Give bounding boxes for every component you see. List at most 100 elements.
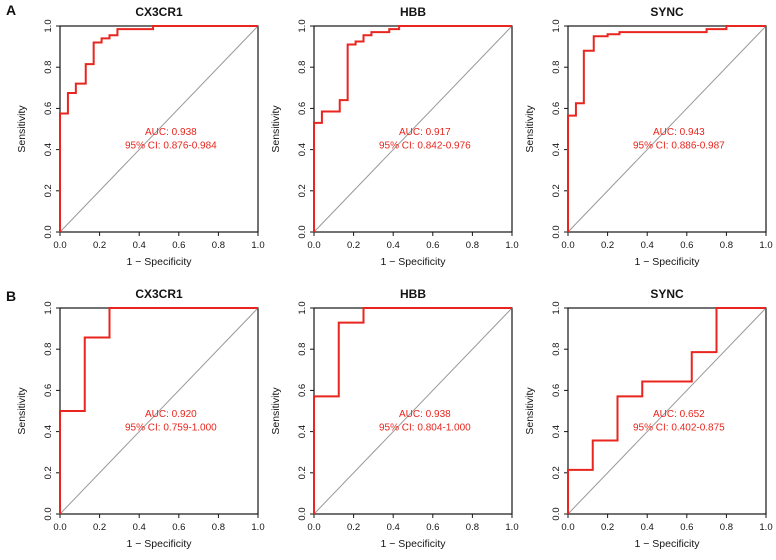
ci-annotation: 95% CI: 0.876-0.984: [125, 141, 217, 152]
roc-panel-a-cx3cr1: CX3CR1 0.0 0.2 0.4 0.6 0.8 1.0 0.0 0.2 0.4 0.6 0.8 1…: [14, 2, 268, 278]
roc-curve-line: [313, 25, 512, 232]
y-tick-label: 0.6: [297, 102, 308, 115]
y-tick-label: 0.0: [297, 225, 308, 238]
chart-title: HBB: [400, 5, 426, 19]
roc-panel-a-hbb: HBB 0.0 0.2 0.4 0.6 0.8 1.0 0.0 0.2 0.4 0.6 0.8 1.0 1…: [268, 2, 522, 278]
x-axis-label: 1 − Specificity: [634, 256, 700, 268]
y-tick-label: 0.6: [43, 102, 54, 115]
auc-annotation: AUC: 0.920: [145, 409, 197, 420]
roc-curve-line: [59, 307, 258, 514]
y-tick-label: 0.0: [43, 225, 54, 238]
y-tick-label: 0.4: [551, 143, 562, 156]
x-tick-label: 0.6: [680, 522, 693, 533]
x-tick-label: 0.4: [133, 522, 146, 533]
x-tick-label: 0.4: [641, 522, 654, 533]
chart-title: CX3CR1: [135, 287, 183, 301]
roc-plot-a-cx3cr1: CX3CR1 0.0 0.2 0.4 0.6 0.8 1.0 0.0 0.2 0.4 0.6 0.8 1…: [16, 5, 265, 268]
panel-label-a: A: [6, 2, 17, 18]
y-tick-label: 0.6: [551, 384, 562, 397]
roc-curve-line: [567, 307, 766, 514]
ci-annotation: 95% CI: 0.804-1.000: [379, 423, 471, 434]
y-tick-label: 0.2: [43, 466, 54, 479]
chance-diagonal-line: [59, 25, 259, 233]
y-tick-label: 0.2: [551, 184, 562, 197]
y-tick-label: 1.0: [43, 301, 54, 314]
x-tick-label: 1.0: [759, 522, 772, 533]
x-tick-label: 0.6: [172, 522, 185, 533]
chance-diagonal-line: [567, 25, 767, 233]
x-tick-label: 0.8: [466, 240, 479, 251]
y-tick-label: 1.0: [297, 19, 308, 32]
x-tick-label: 0.8: [720, 240, 733, 251]
x-tick-label: 0.0: [53, 522, 66, 533]
charts-grid: CX3CR1 0.0 0.2 0.4 0.6 0.8 1.0 0.0 0.2 0.4 0.6 0.8 1…: [14, 2, 776, 560]
x-tick-label: 0.8: [720, 522, 733, 533]
y-axis-label: Sensitivity: [270, 387, 282, 435]
x-tick-label: 0.2: [93, 240, 106, 251]
x-axis-label: 1 − Specificity: [634, 538, 700, 550]
y-axis-label: Sensitivity: [16, 105, 28, 153]
x-tick-label: 0.0: [53, 240, 66, 251]
chance-diagonal-line: [59, 307, 259, 515]
x-tick-label: 0.0: [307, 240, 320, 251]
x-tick-label: 0.4: [387, 522, 400, 533]
roc-panel-a-sync: SYNC 0.0 0.2 0.4 0.6 0.8 1.0 0.0 0.2 0.4 0.6 0.8 1.0…: [522, 2, 776, 278]
roc-plot-b-cx3cr1: CX3CR1 0.0 0.2 0.4 0.6 0.8 1.0 0.0 0.2 0.4 0.6 0.8 1…: [16, 287, 265, 550]
y-tick-label: 1.0: [551, 301, 562, 314]
x-tick-label: 0.2: [347, 522, 360, 533]
x-tick-label: 0.4: [133, 240, 146, 251]
y-tick-label: 0.4: [43, 425, 54, 438]
x-tick-label: 0.2: [347, 240, 360, 251]
y-tick-label: 0.2: [297, 184, 308, 197]
roc-curve-line: [313, 307, 512, 514]
x-axis-label: 1 − Specificity: [126, 256, 192, 268]
x-tick-label: 0.8: [466, 522, 479, 533]
y-tick-label: 0.6: [551, 102, 562, 115]
roc-plot-b-sync: SYNC 0.0 0.2 0.4 0.6 0.8 1.0 0.0 0.2 0.4 0.6 0.8 1.0…: [524, 287, 773, 550]
chance-diagonal-line: [567, 307, 767, 515]
y-tick-label: 0.4: [297, 425, 308, 438]
y-tick-label: 0.0: [43, 507, 54, 520]
x-tick-label: 1.0: [251, 240, 264, 251]
auc-annotation: AUC: 0.938: [399, 409, 451, 420]
x-axis-label: 1 − Specificity: [380, 538, 446, 550]
x-tick-label: 0.6: [680, 240, 693, 251]
x-tick-label: 1.0: [759, 240, 772, 251]
x-tick-label: 0.6: [426, 522, 439, 533]
x-tick-label: 0.0: [561, 522, 574, 533]
y-axis-label: Sensitivity: [524, 105, 536, 153]
roc-plot-a-sync: SYNC 0.0 0.2 0.4 0.6 0.8 1.0 0.0 0.2 0.4 0.6 0.8 1.0…: [524, 5, 773, 268]
y-tick-label: 0.8: [297, 61, 308, 74]
x-tick-label: 0.2: [601, 522, 614, 533]
y-tick-label: 0.4: [43, 143, 54, 156]
y-tick-label: 0.2: [297, 466, 308, 479]
roc-curve-line: [59, 25, 258, 232]
y-tick-label: 1.0: [297, 301, 308, 314]
y-tick-label: 0.8: [43, 61, 54, 74]
y-tick-label: 1.0: [551, 19, 562, 32]
y-tick-label: 1.0: [43, 19, 54, 32]
chart-title: CX3CR1: [135, 5, 183, 19]
y-axis-label: Sensitivity: [524, 387, 536, 435]
x-tick-label: 0.8: [212, 522, 225, 533]
x-tick-label: 0.6: [172, 240, 185, 251]
y-tick-label: 0.4: [551, 425, 562, 438]
y-tick-label: 0.8: [551, 343, 562, 356]
x-tick-label: 1.0: [251, 522, 264, 533]
chart-row-b: CX3CR1 0.0 0.2 0.4 0.6 0.8 1.0 0.0 0.2 0.4 0.6 0.8 1…: [14, 284, 776, 560]
y-tick-label: 0.2: [551, 466, 562, 479]
auc-annotation: AUC: 0.917: [399, 127, 451, 138]
y-tick-label: 0.6: [43, 384, 54, 397]
roc-panel-b-hbb: HBB 0.0 0.2 0.4 0.6 0.8 1.0 0.0 0.2 0.4 0.6 0.8 1.0 1…: [268, 284, 522, 560]
y-tick-label: 0.8: [297, 343, 308, 356]
chart-row-a: CX3CR1 0.0 0.2 0.4 0.6 0.8 1.0 0.0 0.2 0.4 0.6 0.8 1…: [14, 2, 776, 278]
roc-curve-line: [567, 25, 766, 232]
panel-label-b: B: [6, 288, 17, 304]
x-tick-label: 0.8: [212, 240, 225, 251]
y-axis-label: Sensitivity: [16, 387, 28, 435]
x-tick-label: 0.4: [641, 240, 654, 251]
x-tick-label: 0.0: [561, 240, 574, 251]
chart-title: SYNC: [650, 5, 684, 19]
x-tick-label: 0.2: [601, 240, 614, 251]
roc-panel-b-sync: SYNC 0.0 0.2 0.4 0.6 0.8 1.0 0.0 0.2 0.4 0.6 0.8 1.0…: [522, 284, 776, 560]
